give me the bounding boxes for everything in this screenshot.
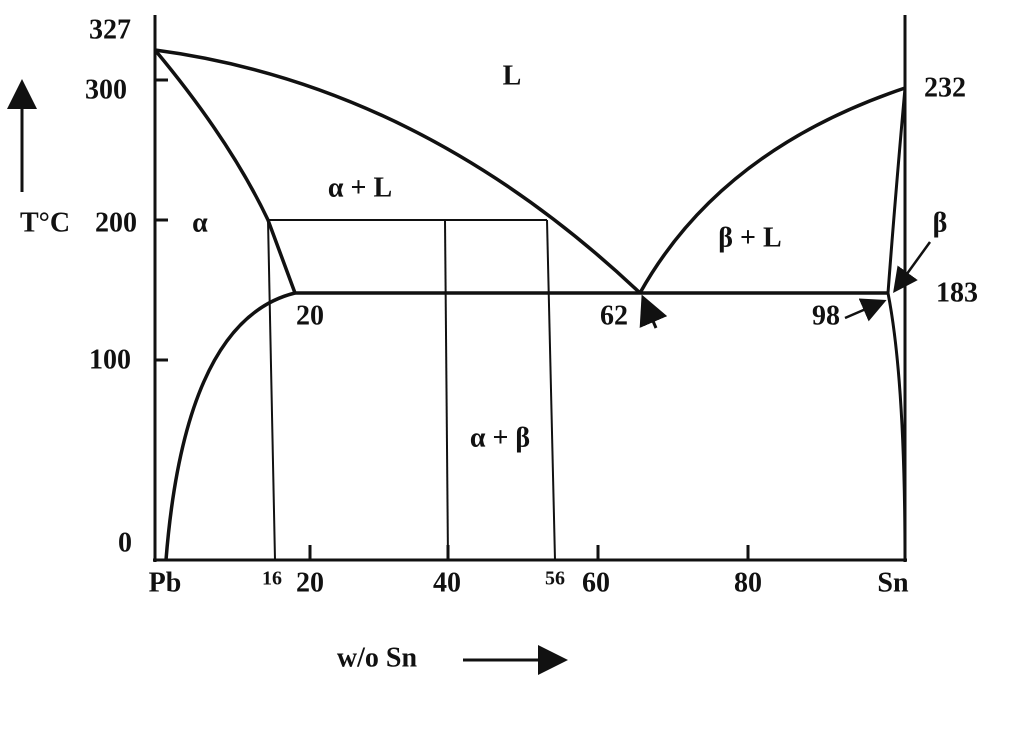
y-title: T°C [20,207,70,238]
x-label: 20 [296,567,324,598]
annotation: 232 [924,72,966,103]
y-label: 100 [89,344,131,375]
region-label: β + L [718,222,781,253]
region-label: α [192,207,208,238]
x-label: 16 [262,568,282,590]
x-label: 40 [433,567,461,598]
y-label: 327 [89,14,131,45]
region-label: α + L [328,172,392,203]
x-label: 80 [734,567,762,598]
x-label: 56 [545,568,565,590]
annotation: 62 [600,300,628,331]
annotation: 20 [296,300,324,331]
y-label: 0 [118,527,132,558]
x-title: w/o Sn [337,642,418,673]
region-label: β [933,207,948,238]
x-label: Sn [877,567,909,598]
annotation: 98 [812,300,840,331]
region-label: L [503,60,522,91]
annotation: 183 [936,277,978,308]
region-label: α + β [470,422,530,453]
phase-boundaries [153,48,907,561]
x-label: 60 [582,567,610,598]
y-label: 200 [95,207,137,238]
axes [153,15,907,562]
x-label: Pb [149,567,182,598]
y-label: 300 [85,74,127,105]
arrows [6,79,932,675]
